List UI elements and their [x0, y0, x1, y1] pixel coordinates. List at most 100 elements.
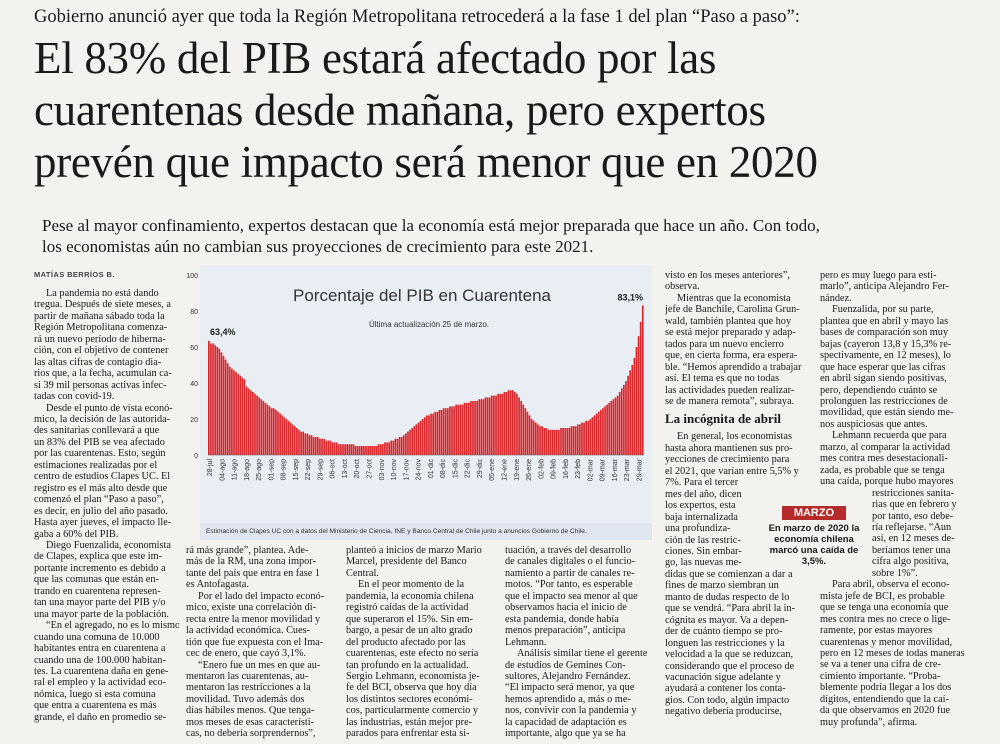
bar — [541, 426, 543, 455]
bar — [532, 420, 535, 455]
bar — [386, 442, 388, 455]
bar — [319, 438, 321, 455]
body-line: portante incremento es debido a — [34, 562, 166, 574]
y-tick-label: 60 — [190, 345, 198, 352]
bar — [432, 413, 434, 455]
x-tick-label: 22-sep — [305, 459, 312, 481]
marzo-tag: MARZO — [782, 506, 846, 520]
body-line: “En el agregado, no es lo mismo — [46, 620, 179, 632]
bar — [606, 404, 608, 455]
bar — [312, 437, 315, 455]
body-line: una caída, porque hubo mayores — [820, 476, 954, 488]
x-tick-label: 08-dic — [440, 459, 447, 479]
bar — [426, 415, 428, 455]
body-line: es decir, en julio del año pasado. — [34, 505, 168, 517]
body-line: que el impacto sea menor al que — [505, 590, 638, 602]
body-line: menos preparación”, anticipa — [505, 625, 626, 637]
bar — [287, 420, 290, 455]
bar — [465, 402, 468, 455]
body-line: ramente, por estas mayores — [820, 625, 933, 637]
body-line: tregua. Después de siete meses, a — [34, 299, 171, 311]
body-line: registro es el más alto desde que — [34, 482, 168, 494]
body-line: rá más grande”, plantea. Ade- — [186, 545, 309, 556]
lede-line: los economistas aún no cambian sus proye… — [42, 237, 594, 256]
body-line: bases de comparación son muy — [820, 327, 949, 339]
bar — [348, 444, 351, 455]
body-line: ción de las restric- — [665, 534, 741, 546]
body-line: observamos hacia el inicio de — [505, 602, 627, 614]
bar — [388, 442, 390, 455]
chart-background — [200, 265, 652, 523]
body-line: una mayor parte de la población. — [34, 608, 169, 620]
body-line: gaba a 60% del PIB. — [34, 528, 119, 540]
bar — [635, 347, 638, 455]
bar — [547, 429, 550, 455]
bar — [572, 426, 575, 455]
body-line: dígitos, entendiendo que la caí- — [820, 693, 949, 705]
body-line: movilidad, que están siendo me- — [820, 407, 954, 419]
bar — [518, 397, 520, 455]
body-line: rá un nuevo período de hiberna- — [34, 333, 166, 345]
bar — [377, 444, 380, 455]
body-line: estimaciones realizadas por el — [34, 459, 158, 471]
bar — [260, 399, 263, 455]
body-line: importante, algo que ya se ha — [505, 728, 626, 740]
bar — [503, 392, 506, 455]
bar — [555, 429, 558, 455]
bar — [539, 426, 541, 455]
bar — [409, 429, 411, 455]
body-line: pandemia, la economía chilena — [346, 590, 474, 602]
bar — [270, 408, 273, 455]
body-line: en abril sigan siendo positivas, — [820, 373, 947, 385]
x-tick-label: 06-oct — [330, 459, 337, 479]
x-tick-label: 01-sep — [268, 459, 275, 481]
body-line: bargo, a pesar de un alto grado — [346, 625, 473, 637]
bar — [272, 408, 275, 455]
body-line: wald, también plantea que hoy — [665, 315, 792, 327]
body-line: fe del BCI, observa que hoy día — [346, 682, 477, 694]
bar — [423, 417, 426, 455]
body-line: partir de mañana sábado toda la — [34, 310, 165, 322]
body-line: tados para un nuevo encierro — [665, 338, 784, 350]
body-line: se está mejor preparado y adap- — [665, 327, 796, 339]
body-line: sobre 1%”. — [872, 567, 918, 579]
x-tick-label: 15-dic — [452, 459, 459, 479]
bar — [222, 356, 225, 455]
bar — [243, 379, 246, 455]
bar — [314, 437, 317, 455]
bar — [467, 402, 470, 455]
bar — [358, 446, 361, 455]
bar — [511, 390, 514, 455]
bar — [530, 419, 533, 455]
bar — [587, 420, 590, 455]
bar — [367, 446, 370, 455]
body-line: des sanitarias conllevará a que — [34, 425, 160, 437]
body-line: pero, dependiendo cuánto se — [820, 384, 938, 396]
bar — [281, 415, 284, 455]
bar — [482, 399, 485, 455]
body-line: se va a tener una cifra de cre- — [820, 659, 941, 671]
column-1: La pandemia no está dando tregua. Después… — [34, 288, 179, 723]
body-line: hemos aprendido a, más o me- — [505, 693, 631, 705]
x-tick-label: 23-feb — [575, 459, 582, 479]
bar — [237, 374, 240, 455]
bar — [608, 402, 611, 455]
bar — [421, 419, 424, 455]
body-line: marzo, al comparar la actividad — [820, 441, 951, 453]
x-tick-label: 15-sep — [293, 459, 300, 481]
bar — [352, 444, 355, 455]
annotation-label: 83,1% — [617, 292, 643, 302]
column-5: visto en los meses anteriores”, observa. M… — [665, 270, 815, 718]
x-tick-label: 12-ene — [501, 459, 508, 481]
bar — [392, 440, 395, 455]
body-line: sultores, Alejandro Fernández. — [505, 670, 631, 682]
bar — [591, 417, 594, 455]
bar — [438, 410, 441, 455]
bar — [520, 401, 523, 455]
body-line: pero en 12 meses de todas maneras — [820, 647, 965, 659]
column-2: rá más grande”, plantea. Ade-más de la R… — [186, 545, 338, 740]
x-tick-label: 09-feb — [551, 459, 558, 479]
body-line: de canales digitales o el funcio- — [505, 556, 636, 568]
body-line: ble. “Hemos aprendido a trabajar — [665, 361, 802, 373]
bar — [480, 399, 483, 455]
